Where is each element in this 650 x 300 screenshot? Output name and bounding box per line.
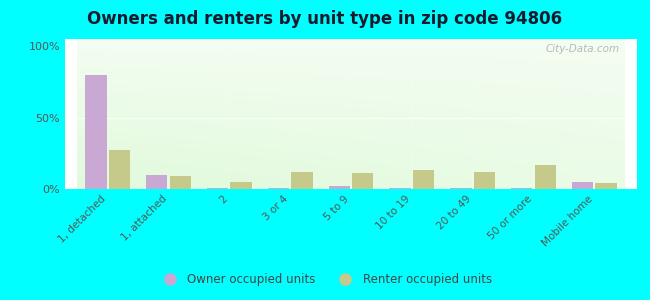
- Bar: [389, 188, 411, 189]
- Bar: [268, 188, 289, 189]
- Bar: [595, 183, 617, 189]
- Text: City-Data.com: City-Data.com: [546, 44, 620, 53]
- Bar: [511, 188, 532, 189]
- Bar: [534, 165, 556, 189]
- Bar: [450, 188, 472, 189]
- Bar: [109, 150, 130, 189]
- Text: Owners and renters by unit type in zip code 94806: Owners and renters by unit type in zip c…: [88, 11, 562, 28]
- Bar: [474, 172, 495, 189]
- Bar: [170, 176, 191, 189]
- Bar: [291, 172, 313, 189]
- Bar: [329, 186, 350, 189]
- Bar: [352, 173, 373, 189]
- Bar: [207, 188, 228, 189]
- Bar: [413, 170, 434, 189]
- Bar: [230, 182, 252, 189]
- Bar: [85, 75, 107, 189]
- Bar: [146, 175, 168, 189]
- Bar: [572, 182, 593, 189]
- Legend: Owner occupied units, Renter occupied units: Owner occupied units, Renter occupied un…: [153, 269, 497, 291]
